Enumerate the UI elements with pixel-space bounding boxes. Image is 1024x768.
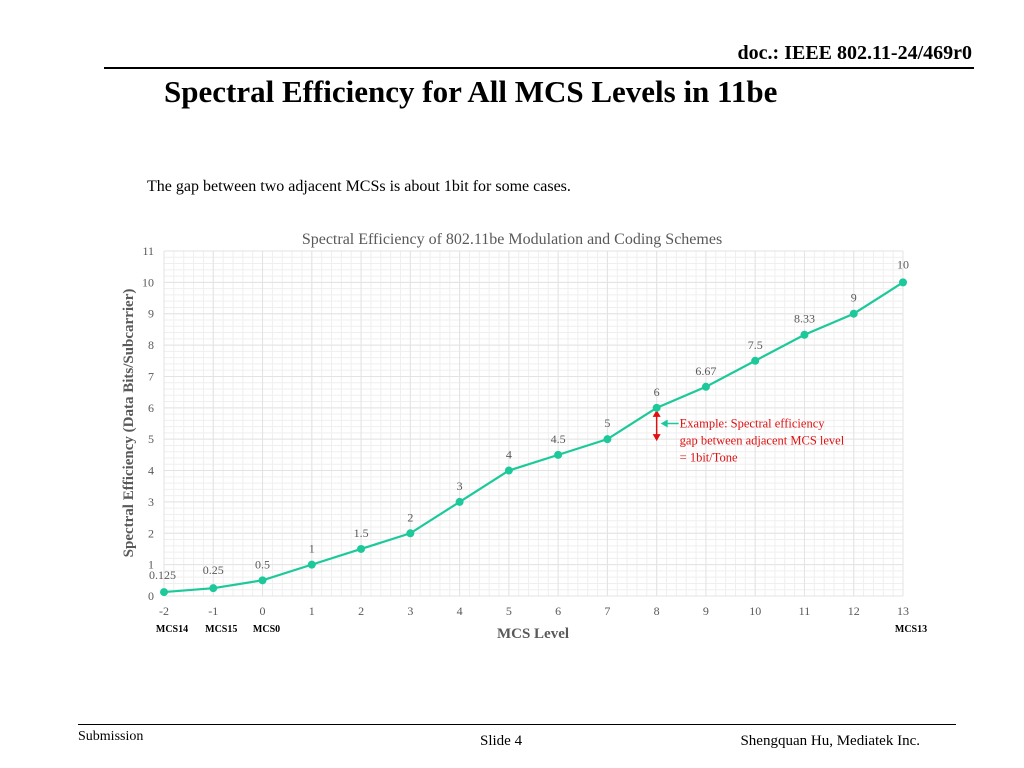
- data-label: 10: [897, 257, 909, 271]
- mcs-index-label: MCS0: [253, 624, 280, 635]
- x-tick-label: 2: [358, 604, 364, 618]
- annotation-text-line: Example: Spectral efficiency: [680, 417, 826, 431]
- annotation-arrow-head-up: [652, 409, 661, 417]
- x-tick-label: 5: [506, 604, 512, 618]
- y-tick-label: 5: [148, 432, 154, 446]
- y-tick-label: 6: [148, 401, 154, 415]
- y-tick-label: 1: [148, 558, 154, 572]
- y-tick-label: 7: [148, 369, 154, 383]
- mcs-index-label: MCS13: [895, 624, 927, 635]
- data-point: [554, 450, 563, 459]
- slide-title: Spectral Efficiency for All MCS Levels i…: [164, 74, 778, 109]
- footer-submission: Submission: [78, 729, 144, 744]
- data-label: 5: [604, 416, 610, 430]
- data-point: [701, 382, 710, 391]
- slide-subtitle: The gap between two adjacent MCSs is abo…: [147, 178, 571, 195]
- data-point: [849, 309, 858, 318]
- data-label: 3: [457, 479, 463, 493]
- x-tick-label: 9: [703, 604, 709, 618]
- data-label: 6.67: [695, 364, 716, 378]
- y-tick-label: 2: [148, 526, 154, 540]
- data-label: 0.25: [203, 563, 224, 577]
- annotation-text-line: gap between adjacent MCS level: [680, 434, 845, 448]
- data-label: 8.33: [794, 312, 815, 326]
- data-label: 0.5: [255, 557, 270, 571]
- footer-author: Shengquan Hu, Mediatek Inc.: [740, 733, 920, 749]
- annotation-pointer-head: [660, 419, 668, 428]
- data-point: [357, 544, 366, 553]
- data-point: [406, 529, 415, 538]
- header-rule: [104, 67, 974, 69]
- x-tick-label: 0: [260, 604, 266, 618]
- x-tick-label: -2: [159, 604, 169, 618]
- mcs-index-label: MCS15: [205, 624, 237, 635]
- data-point: [652, 403, 661, 412]
- footer-rule: [78, 724, 956, 725]
- series-line: [163, 281, 904, 594]
- x-tick-label: 8: [654, 604, 660, 618]
- x-axis-label: MCS Level: [497, 626, 569, 642]
- data-point: [800, 330, 809, 339]
- data-label: 1.5: [354, 526, 369, 540]
- y-tick-label: 8: [148, 338, 154, 352]
- y-tick-label: 4: [148, 464, 154, 478]
- x-tick-label: 12: [848, 604, 860, 618]
- data-point: [899, 278, 907, 287]
- data-point: [455, 497, 464, 506]
- data-point: [307, 560, 316, 569]
- data-label: 1: [309, 542, 315, 556]
- x-tick-label: 10: [749, 604, 761, 618]
- data-label: 9: [851, 291, 857, 305]
- mcs-index-label: MCS14: [156, 624, 188, 635]
- data-point: [751, 356, 760, 365]
- data-label: 2: [407, 510, 413, 524]
- data-point: [258, 576, 267, 585]
- data-label: 4.5: [551, 432, 566, 446]
- data-label: 4: [506, 448, 512, 462]
- data-label: 6: [654, 385, 660, 399]
- y-tick-label: 10: [142, 275, 154, 289]
- y-tick-label: 9: [148, 307, 154, 321]
- y-tick-label: 3: [148, 495, 154, 509]
- x-tick-label: 13: [897, 604, 909, 618]
- footer-slide-number: Slide 4: [480, 733, 523, 749]
- data-label: 7.5: [748, 338, 763, 352]
- data-point: [504, 466, 513, 475]
- x-tick-label: 1: [309, 604, 315, 618]
- x-tick-label: 4: [457, 604, 463, 618]
- y-tick-label: 0: [148, 589, 154, 603]
- data-label: 0.125: [149, 568, 176, 582]
- document-id: doc.: IEEE 802.11-24/469r0: [737, 42, 972, 64]
- x-tick-label: 7: [604, 604, 610, 618]
- annotation-arrow-head-down: [652, 434, 661, 442]
- y-tick-label: 11: [142, 244, 154, 258]
- y-axis-label: Spectral Efficiency (Data Bits/Subcarrie…: [121, 289, 137, 558]
- data-point: [209, 584, 218, 593]
- x-tick-label: 6: [555, 604, 561, 618]
- annotation-text-line: = 1bit/Tone: [680, 451, 738, 465]
- data-point: [603, 435, 612, 444]
- chart-title: Spectral Efficiency of 802.11be Modulati…: [302, 231, 722, 248]
- x-tick-label: 3: [407, 604, 413, 618]
- x-tick-label: -1: [208, 604, 218, 618]
- x-tick-label: 11: [799, 604, 811, 618]
- data-point: [160, 588, 168, 597]
